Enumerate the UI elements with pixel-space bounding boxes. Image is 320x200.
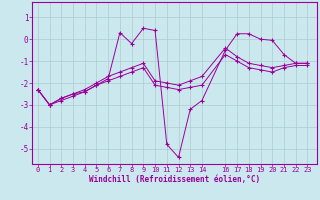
X-axis label: Windchill (Refroidissement éolien,°C): Windchill (Refroidissement éolien,°C) — [89, 175, 260, 184]
